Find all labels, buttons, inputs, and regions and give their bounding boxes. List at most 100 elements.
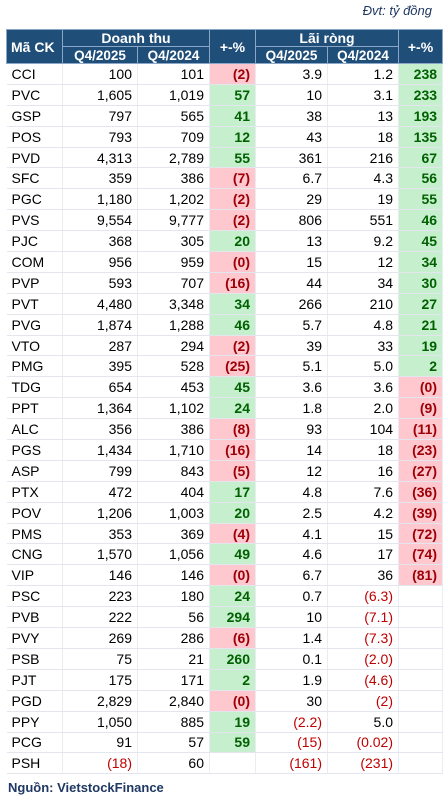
table-row: PSB 75 21 260 0.1 (2.0) bbox=[6, 648, 444, 670]
value-cell: 266 bbox=[255, 293, 328, 315]
table-row: PPY 1,050 885 19 (2.2) 5.0 bbox=[6, 711, 444, 733]
value-cell: (2.0) bbox=[327, 648, 400, 670]
value-cell: 24 bbox=[209, 585, 256, 608]
value-cell: 67 bbox=[398, 147, 444, 169]
value-cell: (2) bbox=[209, 188, 256, 211]
ticker-cell: PVS bbox=[6, 209, 63, 232]
value-cell: 36 bbox=[327, 564, 400, 587]
value-cell: (27) bbox=[398, 460, 444, 482]
value-cell: 4,313 bbox=[62, 147, 138, 169]
ticker-cell: PPY bbox=[6, 711, 63, 733]
value-cell: 1,570 bbox=[62, 543, 138, 566]
value-cell: 2 bbox=[209, 669, 256, 691]
value-cell: 4.8 bbox=[327, 314, 400, 336]
value-cell: 13 bbox=[255, 230, 328, 253]
table-row: PVP 593 707 (16) 44 34 30 bbox=[6, 272, 444, 294]
ticker-cell: PVP bbox=[6, 272, 63, 294]
table-row: PVT 4,480 3,348 34 266 210 27 bbox=[6, 293, 444, 315]
value-cell: 528 bbox=[137, 355, 210, 378]
ticker-cell: PPT bbox=[6, 397, 63, 420]
value-cell: 24 bbox=[209, 397, 256, 420]
value-cell: 395 bbox=[62, 355, 138, 378]
value-cell: 171 bbox=[137, 669, 210, 691]
value-cell: 5.0 bbox=[327, 711, 400, 733]
value-cell: (2) bbox=[209, 63, 256, 85]
empty-cell bbox=[398, 732, 444, 754]
value-cell: 45 bbox=[209, 376, 256, 399]
value-cell: (18) bbox=[62, 752, 138, 775]
value-cell: 6.7 bbox=[255, 564, 328, 587]
header-cell: Q4/2025 bbox=[255, 46, 328, 64]
table-row: PSH (18) 60 (161) (231) bbox=[6, 752, 444, 775]
value-cell: 41 bbox=[209, 105, 256, 127]
value-cell: (36) bbox=[398, 481, 444, 503]
value-cell: 49 bbox=[209, 543, 256, 566]
value-cell: 14 bbox=[255, 439, 328, 461]
value-cell: 1,874 bbox=[62, 314, 138, 336]
ticker-cell: ASP bbox=[6, 460, 63, 482]
table-row: VTO 287 294 (2) 39 33 19 bbox=[6, 335, 444, 357]
value-cell: (5) bbox=[209, 460, 256, 482]
value-cell: 1.4 bbox=[255, 627, 328, 649]
table-row: CCI 100 101 (2) 3.9 1.2 238 bbox=[6, 63, 444, 85]
table-row: PGC 1,180 1,202 (2) 29 19 55 bbox=[6, 188, 444, 211]
value-cell: (0) bbox=[209, 251, 256, 273]
value-cell: 46 bbox=[209, 314, 256, 336]
value-cell: 1,202 bbox=[137, 188, 210, 211]
source-note: Nguồn: VietstockFinance bbox=[8, 780, 164, 795]
value-cell: 10 bbox=[255, 606, 328, 629]
value-cell: (7) bbox=[209, 167, 256, 190]
ticker-cell: PVD bbox=[6, 147, 63, 169]
value-cell: 3,348 bbox=[137, 293, 210, 315]
value-cell: 2,829 bbox=[62, 690, 138, 712]
ticker-cell: PVG bbox=[6, 314, 63, 336]
value-cell: 10 bbox=[255, 84, 328, 106]
value-cell: 34 bbox=[398, 251, 444, 273]
table-row: PSC 223 180 24 0.7 (6.3) bbox=[6, 585, 444, 608]
empty-cell bbox=[398, 690, 444, 712]
value-cell: 386 bbox=[137, 167, 210, 190]
table-row: PMG 395 528 (25) 5.1 5.0 2 bbox=[6, 355, 444, 378]
value-cell: 359 bbox=[62, 167, 138, 190]
value-cell: 12 bbox=[327, 251, 400, 273]
ticker-cell: TDG bbox=[6, 376, 63, 399]
value-cell: 0.7 bbox=[255, 585, 328, 608]
value-cell: 175 bbox=[62, 669, 138, 691]
value-cell: 13 bbox=[327, 105, 400, 127]
value-cell: 9.2 bbox=[327, 230, 400, 253]
value-cell: 368 bbox=[62, 230, 138, 253]
header-cell: Q4/2025 bbox=[62, 46, 138, 64]
value-cell: 1,180 bbox=[62, 188, 138, 211]
value-cell: 707 bbox=[137, 272, 210, 294]
ticker-cell: PCG bbox=[6, 732, 63, 754]
value-cell: 5.1 bbox=[255, 355, 328, 378]
value-cell: 1,605 bbox=[62, 84, 138, 106]
value-cell: 294 bbox=[137, 335, 210, 357]
value-cell: 91 bbox=[62, 732, 138, 754]
value-cell: 55 bbox=[209, 147, 256, 169]
value-cell: 34 bbox=[209, 293, 256, 315]
value-cell: (6) bbox=[209, 627, 256, 649]
ticker-cell: PSH bbox=[6, 752, 63, 775]
empty-cell bbox=[398, 752, 444, 775]
value-cell: 2.0 bbox=[327, 397, 400, 420]
value-cell: 216 bbox=[327, 147, 400, 169]
ticker-cell: VIP bbox=[6, 564, 63, 587]
value-cell: 2,840 bbox=[137, 690, 210, 712]
table-row: PTX 472 404 17 4.8 7.6 (36) bbox=[6, 481, 444, 503]
value-cell: 4.8 bbox=[255, 481, 328, 503]
value-cell: 843 bbox=[137, 460, 210, 482]
value-cell: 4.1 bbox=[255, 523, 328, 545]
value-cell: 55 bbox=[398, 188, 444, 211]
value-cell: (0) bbox=[209, 690, 256, 712]
value-cell: 1,710 bbox=[137, 439, 210, 461]
value-cell: 15 bbox=[255, 251, 328, 273]
value-cell: (6.3) bbox=[327, 585, 400, 608]
value-cell: 1,003 bbox=[137, 502, 210, 524]
table-row: PVG 1,874 1,288 46 5.7 4.8 21 bbox=[6, 314, 444, 336]
value-cell: 15 bbox=[327, 523, 400, 545]
table-row: PMS 353 369 (4) 4.1 15 (72) bbox=[6, 523, 444, 545]
ticker-cell: PGS bbox=[6, 439, 63, 461]
table-row: PVC 1,605 1,019 57 10 3.1 233 bbox=[6, 84, 444, 106]
value-cell: (9) bbox=[398, 397, 444, 420]
